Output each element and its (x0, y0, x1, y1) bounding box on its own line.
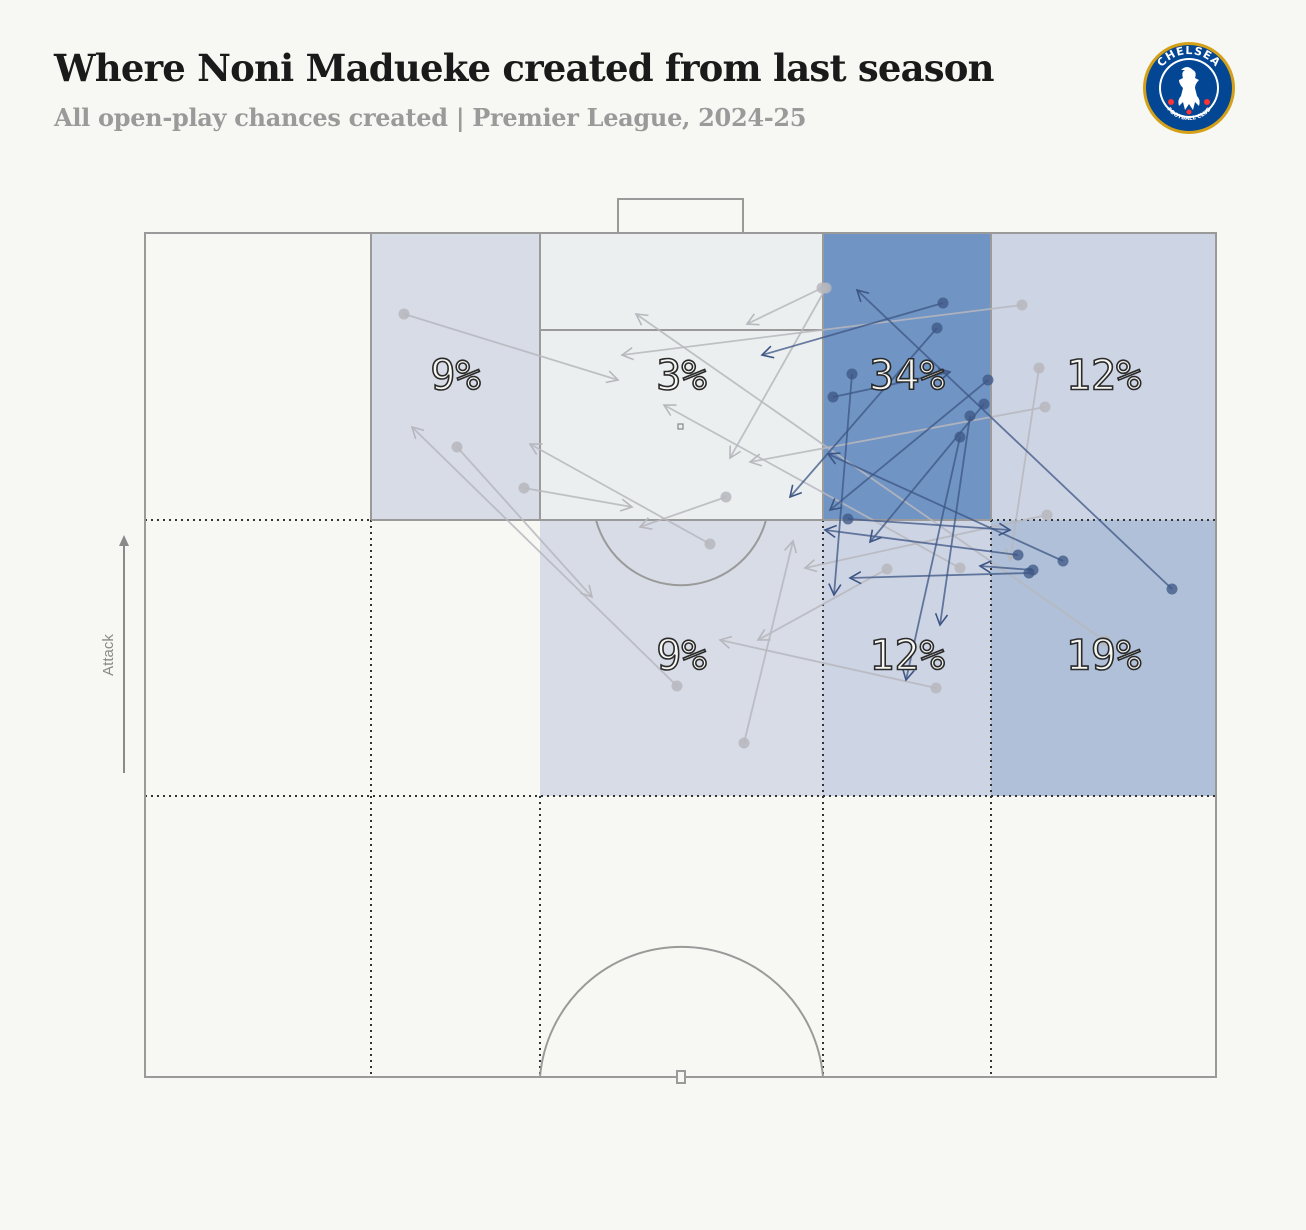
chart-subtitle: All open-play chances created | Premier … (54, 103, 807, 132)
pass-origin-point (1166, 583, 1178, 595)
pass-origin-point (937, 297, 949, 309)
pass-origin-point (398, 308, 410, 320)
pass-origin-point (954, 431, 966, 443)
zone-cell (991, 520, 1216, 796)
pass-arrow (743, 539, 798, 744)
pass-origin-point (518, 482, 530, 494)
pass-origin-point (1016, 299, 1028, 311)
pass-arrow (456, 446, 594, 599)
pass-origin-point (842, 513, 854, 525)
pass-origin-point (820, 282, 832, 294)
pass-origin-point (930, 682, 942, 694)
goal (617, 198, 744, 234)
pass-arrow (978, 560, 1034, 574)
pass-origin-point (1039, 401, 1051, 413)
pass-arrow (901, 436, 961, 682)
pass-origin-point (1012, 549, 1024, 561)
zone-cell (991, 233, 1216, 520)
pass-origin-point (1099, 635, 1111, 647)
zone-percentage-label: 34% (869, 351, 945, 400)
pass-arrow (718, 635, 937, 689)
pass-origin-point (1027, 564, 1039, 576)
pass-arrow (410, 425, 678, 687)
pass-arrow (832, 367, 952, 398)
pass-origin-point (827, 391, 839, 403)
pass-origin-point (982, 374, 994, 386)
pass-origin-point (931, 322, 943, 334)
pass-arrow (748, 406, 1046, 467)
pass-arrow (1004, 367, 1040, 562)
centre-spot (676, 1070, 686, 1084)
zone-percentage-label: 12% (869, 631, 945, 680)
pass-origin-point (671, 680, 683, 692)
pass-arrow (620, 304, 1023, 361)
zone-percentage-label: 19% (1066, 631, 1142, 680)
zone-percentage-label: 12% (1066, 351, 1142, 400)
pass-arrow (828, 379, 989, 512)
zone-percentage-label: 9% (656, 631, 707, 680)
pass-origin-point (1033, 362, 1045, 374)
pass-arrow (868, 403, 985, 544)
chart-title: Where Noni Madueke created from last sea… (54, 46, 995, 90)
pass-origin-point (451, 441, 463, 453)
pass-arrow (855, 288, 1173, 590)
pass-arrow (729, 287, 827, 460)
penalty-spot (677, 423, 684, 430)
pass-arrow (528, 443, 711, 545)
zone-cell (371, 233, 540, 520)
pass-arrow (745, 287, 823, 326)
pass-arrow (826, 452, 1064, 562)
pass-arrow (523, 487, 634, 512)
pass-arrow (828, 373, 853, 597)
centre-circle (539, 945, 824, 1078)
pass-arrow (934, 415, 971, 627)
attack-arrowhead-icon (119, 535, 129, 546)
pass-arrow (847, 518, 1012, 536)
pass-origin-point (1057, 555, 1069, 567)
pass-arrow (638, 496, 727, 530)
zone-cell (540, 520, 823, 796)
pass-origin-point (954, 562, 966, 574)
pass-origin-point (704, 538, 716, 550)
zone-percentage-label: 3% (656, 351, 707, 400)
pass-origin-point (720, 491, 732, 503)
pass-origin-point (846, 368, 858, 380)
pass-origin-point (881, 563, 893, 575)
pass-arrow (403, 313, 620, 384)
pass-arrow (756, 568, 888, 641)
attack-label: Attack (100, 634, 117, 676)
pass-origin-point (738, 737, 750, 749)
zone-percentage-label: 9% (430, 351, 481, 400)
pass-arrow (848, 571, 1030, 585)
pass-arrow (823, 524, 1019, 556)
pass-arrow (788, 327, 938, 499)
pass-arrow (760, 302, 944, 359)
chelsea-crest-icon: CHELSEA FOOTBALL CLUB (1143, 42, 1235, 134)
penalty-arc (595, 519, 767, 587)
pass-origin-point (1041, 509, 1053, 521)
